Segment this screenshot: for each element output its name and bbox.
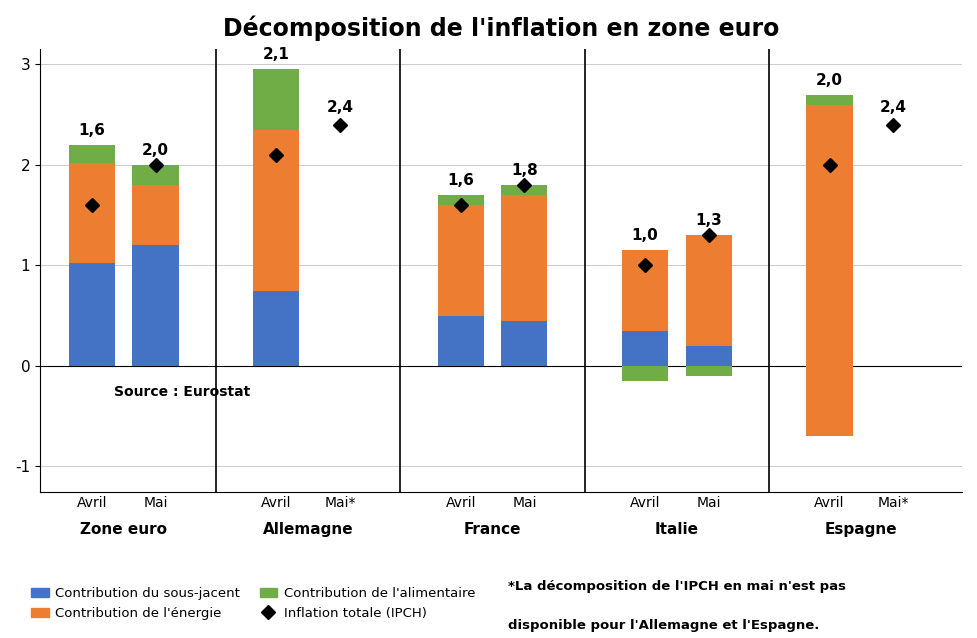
Bar	[622, 330, 668, 366]
Text: 2,4: 2,4	[326, 100, 354, 115]
Text: Allemagne: Allemagne	[263, 522, 354, 537]
Text: France: France	[464, 522, 522, 537]
Bar	[686, 366, 732, 376]
Text: 1,0: 1,0	[632, 228, 658, 243]
Bar	[253, 290, 299, 366]
Bar	[253, 130, 299, 290]
Text: 1,6: 1,6	[78, 123, 106, 138]
Bar	[501, 195, 547, 321]
Text: 1,3: 1,3	[696, 213, 722, 228]
Text: 2,4: 2,4	[879, 100, 907, 115]
Bar	[501, 185, 547, 195]
Bar	[622, 366, 668, 381]
Text: 1,8: 1,8	[511, 163, 537, 178]
Bar	[806, 366, 853, 436]
Bar	[133, 185, 179, 246]
Bar	[133, 246, 179, 366]
Bar	[438, 195, 484, 205]
Title: Décomposition de l'inflation en zone euro: Décomposition de l'inflation en zone eur…	[223, 15, 779, 40]
Bar	[806, 94, 853, 105]
Text: Source : Eurostat: Source : Eurostat	[113, 385, 250, 399]
Legend: Contribution du sous-jacent, Contribution de l'énergie, Contribution de l'alimen: Contribution du sous-jacent, Contributio…	[26, 582, 481, 625]
Text: *La décomposition de l'IPCH en mai n'est pas: *La décomposition de l'IPCH en mai n'est…	[508, 581, 846, 593]
Bar	[253, 70, 299, 130]
Bar	[501, 321, 547, 366]
Bar	[68, 145, 115, 163]
Bar	[438, 316, 484, 366]
Text: Espagne: Espagne	[826, 522, 898, 537]
Text: 2,1: 2,1	[263, 47, 290, 63]
Bar	[438, 205, 484, 316]
Bar	[686, 235, 732, 346]
Text: Italie: Italie	[655, 522, 699, 537]
Bar	[133, 165, 179, 185]
Bar	[68, 263, 115, 366]
Text: 2,0: 2,0	[816, 73, 843, 87]
Text: 2,0: 2,0	[142, 143, 169, 158]
Text: disponible pour l'Allemagne et l'Espagne.: disponible pour l'Allemagne et l'Espagne…	[508, 619, 820, 632]
Bar	[686, 346, 732, 366]
Bar	[806, 105, 853, 436]
Text: Zone euro: Zone euro	[80, 522, 167, 537]
Bar	[68, 163, 115, 263]
Text: 1,6: 1,6	[447, 173, 474, 188]
Bar	[622, 250, 668, 330]
